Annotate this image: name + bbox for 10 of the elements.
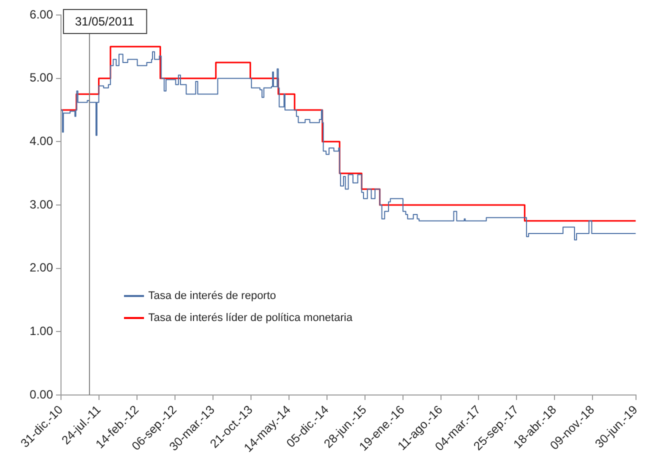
- y-tick-label: 6.00: [30, 7, 54, 22]
- legend-label: Tasa de interés líder de política monetaria: [148, 312, 352, 324]
- y-tick-label: 1.00: [30, 324, 54, 338]
- y-tick-label: 2.00: [30, 260, 54, 275]
- y-tick-label: 5.00: [30, 70, 54, 85]
- y-tick-label: 0.00: [30, 387, 54, 402]
- y-tick-label: 4.00: [30, 134, 54, 148]
- y-tick-label: 3.00: [30, 197, 54, 212]
- ref-line-label: 31/05/2011: [74, 14, 134, 28]
- legend-label: Tasa de interés de reporto: [148, 290, 276, 302]
